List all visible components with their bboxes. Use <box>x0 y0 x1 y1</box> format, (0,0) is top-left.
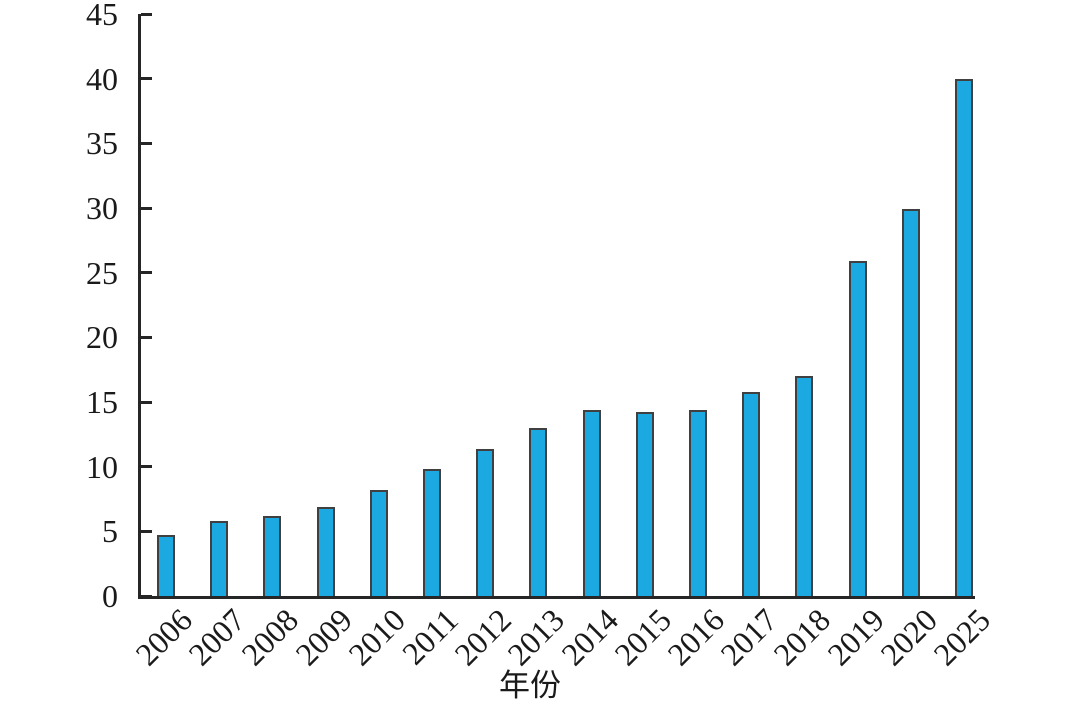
y-tick-25 <box>141 271 152 275</box>
y-tick-30 <box>141 206 152 210</box>
bar-2019 <box>848 261 867 596</box>
x-tick-label-2006: 2006 <box>128 601 200 673</box>
x-tick-label-2007: 2007 <box>181 601 253 673</box>
x-tick-label-2025: 2025 <box>926 601 998 673</box>
y-tick-35 <box>141 141 152 145</box>
x-tick-label-2018: 2018 <box>766 601 838 673</box>
x-tick-label-2012: 2012 <box>447 601 519 673</box>
y-tick-15 <box>141 400 152 404</box>
y-tick-label-15: 15 <box>86 384 118 420</box>
bar-2013 <box>529 427 548 596</box>
x-tick-label-2020: 2020 <box>873 601 944 673</box>
x-tick-label-2017: 2017 <box>713 601 785 673</box>
x-tick-label-2019: 2019 <box>819 601 891 673</box>
x-tick-label-2010: 2010 <box>341 601 412 673</box>
y-tick-label-25: 25 <box>86 254 118 291</box>
x-tick-label-2011: 2011 <box>395 601 466 672</box>
y-tick-label-0: 0 <box>102 578 118 614</box>
y-tick-label-30: 30 <box>86 190 118 226</box>
x-axis-title: 年份 <box>499 668 561 703</box>
bar-2012 <box>476 448 495 596</box>
bar-2017 <box>742 391 761 596</box>
x-tick-label-2013: 2013 <box>500 601 572 673</box>
y-tick-10 <box>141 465 152 469</box>
y-tick-5 <box>141 529 152 533</box>
bar-2006 <box>157 535 175 596</box>
bar-2014 <box>582 409 601 596</box>
y-tick-label-5: 5 <box>102 513 118 550</box>
bar-2020 <box>901 209 920 596</box>
y-tick-0 <box>141 594 152 598</box>
y-tick-20 <box>141 335 152 339</box>
y-tick-label-35: 35 <box>86 125 118 162</box>
bar-2010 <box>369 489 388 596</box>
x-tick-label-2009: 2009 <box>287 601 359 673</box>
bar-2015 <box>635 412 654 596</box>
bar-2025 <box>955 78 973 596</box>
x-tick-label-2008: 2008 <box>234 601 306 673</box>
bar-2009 <box>316 506 335 596</box>
y-tick-label-10: 10 <box>86 448 118 485</box>
y-tick-label-20: 20 <box>86 319 118 356</box>
plot-area: 0 5 10 15 20 25 30 35 40 45 2006 2007 2008 2009 2010 20… <box>86 0 997 672</box>
bar-2011 <box>423 469 441 596</box>
y-tick-label-45: 45 <box>86 0 118 32</box>
bar-2007 <box>210 521 229 596</box>
x-tick-label-2016: 2016 <box>660 601 732 673</box>
y-tick-45 <box>141 12 152 16</box>
x-tick-label-2014: 2014 <box>553 601 625 673</box>
bar-2018 <box>795 376 814 596</box>
x-tick-label-2015: 2015 <box>607 601 678 673</box>
y-tick-40 <box>141 77 152 81</box>
y-tick-label-40: 40 <box>86 60 118 97</box>
bar-2016 <box>689 409 707 596</box>
bar-2008 <box>263 515 282 596</box>
